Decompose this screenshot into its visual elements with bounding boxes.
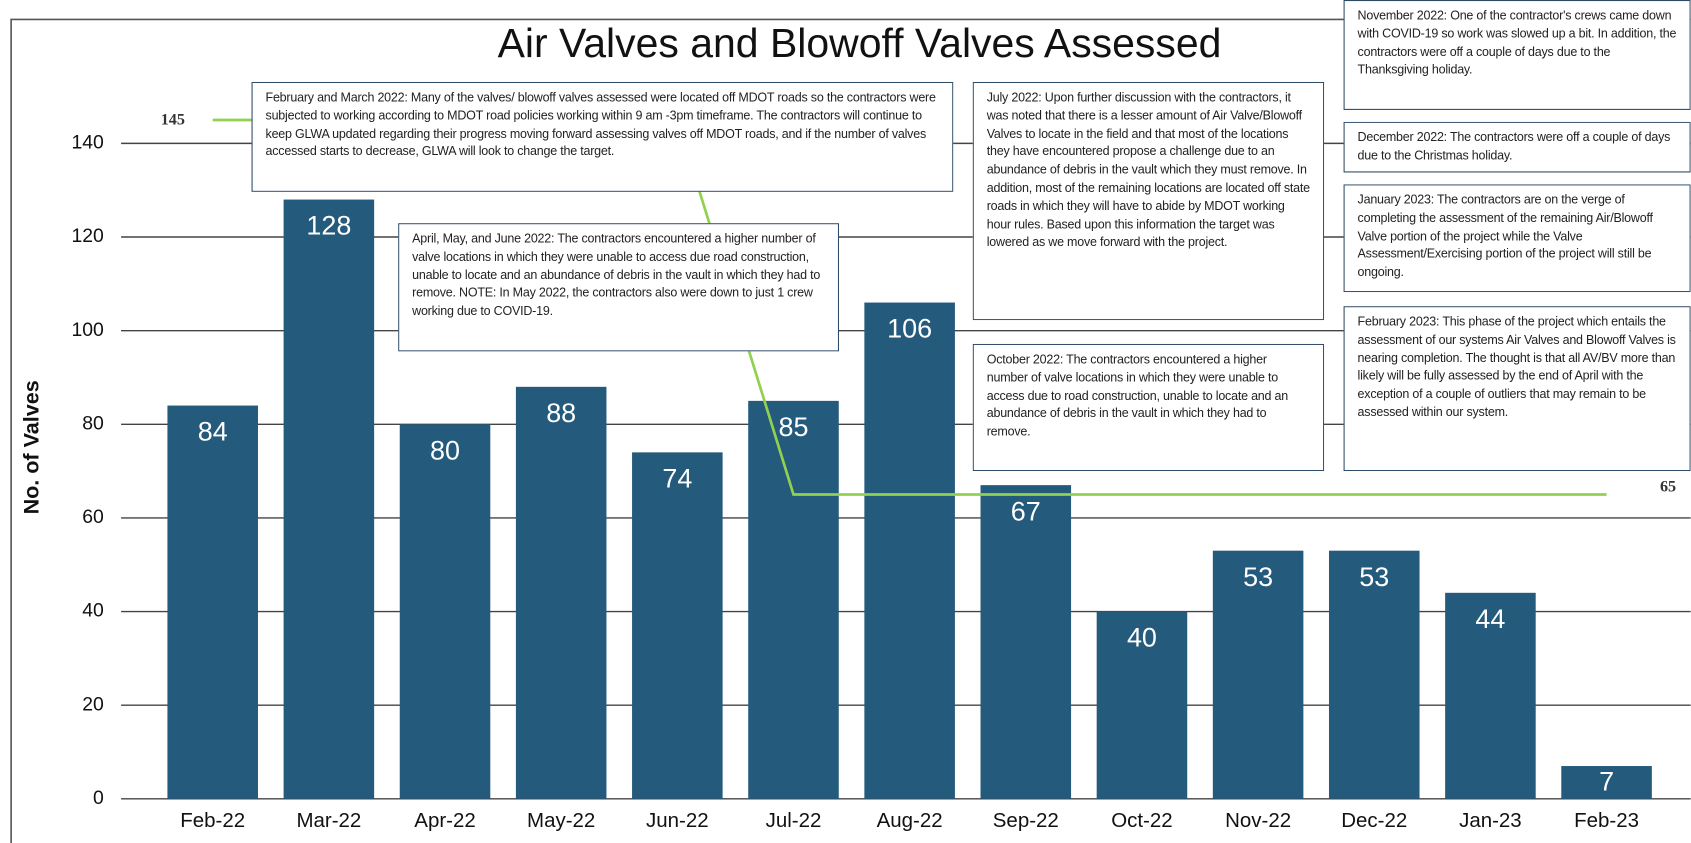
bar	[283, 199, 375, 799]
annotation-text: April, May, and June 2022: The contracto…	[398, 223, 840, 352]
y-tick-label: 80	[82, 412, 104, 434]
data-label: 53	[1359, 562, 1389, 592]
annotation-text: November 2022: One of the contractor's c…	[1343, 0, 1691, 110]
bar	[1096, 611, 1188, 799]
x-tick-label: Dec-22	[1341, 809, 1407, 832]
target-label: 145	[161, 112, 185, 129]
x-tick-label: Sep-22	[993, 809, 1059, 832]
y-tick-label: 0	[93, 787, 104, 809]
chart-title: Air Valves and Blowoff Valves Assessed	[498, 20, 1222, 66]
bar	[748, 400, 839, 799]
annotation: November 2022: One of the contractor's c…	[1343, 0, 1691, 110]
annotation: July 2022: Upon further discussion with …	[972, 81, 1325, 321]
x-tick-label: Nov-22	[1225, 809, 1291, 832]
annotation-text: December 2022: The contractors were off …	[1343, 121, 1691, 173]
x-tick-label: Jan-23	[1459, 809, 1522, 832]
y-tick-label: 100	[71, 319, 104, 341]
bar	[632, 452, 723, 799]
y-tick-label: 40	[82, 600, 104, 622]
annotation-text: July 2022: Upon further discussion with …	[972, 81, 1325, 321]
data-label: 88	[546, 398, 576, 428]
x-tick-label: Aug-22	[877, 809, 943, 832]
x-tick-label: Jun-22	[646, 809, 709, 832]
data-label: 84	[198, 417, 228, 447]
annotation-text: February 2023: This phase of the project…	[1343, 306, 1691, 472]
annotation: February 2023: This phase of the project…	[1343, 306, 1691, 472]
bar	[167, 405, 258, 799]
bar	[1561, 766, 1652, 799]
data-label: 74	[662, 464, 692, 494]
x-tick-label: Oct-22	[1111, 809, 1172, 832]
data-label: 40	[1127, 623, 1157, 653]
data-label: 85	[779, 412, 809, 442]
annotation-text: January 2023: The contractors are on the…	[1343, 184, 1691, 293]
x-tick-label: Feb-23	[1574, 809, 1639, 832]
y-tick-label: 140	[71, 131, 104, 153]
annotation: February and March 2022: Many of the val…	[251, 81, 954, 192]
annotation: January 2023: The contractors are on the…	[1343, 184, 1691, 293]
annotation-text: October 2022: The contractors encountere…	[972, 343, 1325, 472]
bar	[864, 302, 955, 799]
annotation-text: February and March 2022: Many of the val…	[251, 81, 954, 192]
annotation: December 2022: The contractors were off …	[1343, 121, 1691, 173]
data-label: 7	[1599, 767, 1614, 797]
data-label: 44	[1475, 604, 1505, 634]
y-axis-label: No. of Valves	[18, 380, 43, 514]
data-label: 80	[430, 435, 460, 465]
data-label: 67	[1011, 496, 1041, 526]
data-label: 128	[306, 211, 351, 241]
bar	[1212, 550, 1304, 799]
data-label: 53	[1243, 562, 1273, 592]
bar	[980, 485, 1072, 799]
annotation: October 2022: The contractors encountere…	[972, 343, 1325, 472]
bar	[515, 386, 607, 799]
bar	[1445, 592, 1536, 799]
target-label: 65	[1660, 479, 1676, 496]
bar	[1328, 550, 1420, 799]
y-tick-label: 60	[82, 506, 104, 528]
x-tick-label: Jul-22	[766, 809, 822, 832]
y-tick-label: 120	[71, 225, 104, 247]
x-tick-label: Mar-22	[296, 809, 361, 832]
y-tick-label: 20	[82, 693, 104, 715]
annotation: April, May, and June 2022: The contracto…	[398, 223, 840, 352]
x-tick-label: May-22	[527, 809, 595, 832]
bar	[399, 424, 491, 799]
data-label: 106	[887, 314, 932, 344]
x-tick-label: Apr-22	[414, 809, 475, 832]
frame	[10, 18, 1691, 843]
x-tick-label: Feb-22	[180, 809, 245, 832]
